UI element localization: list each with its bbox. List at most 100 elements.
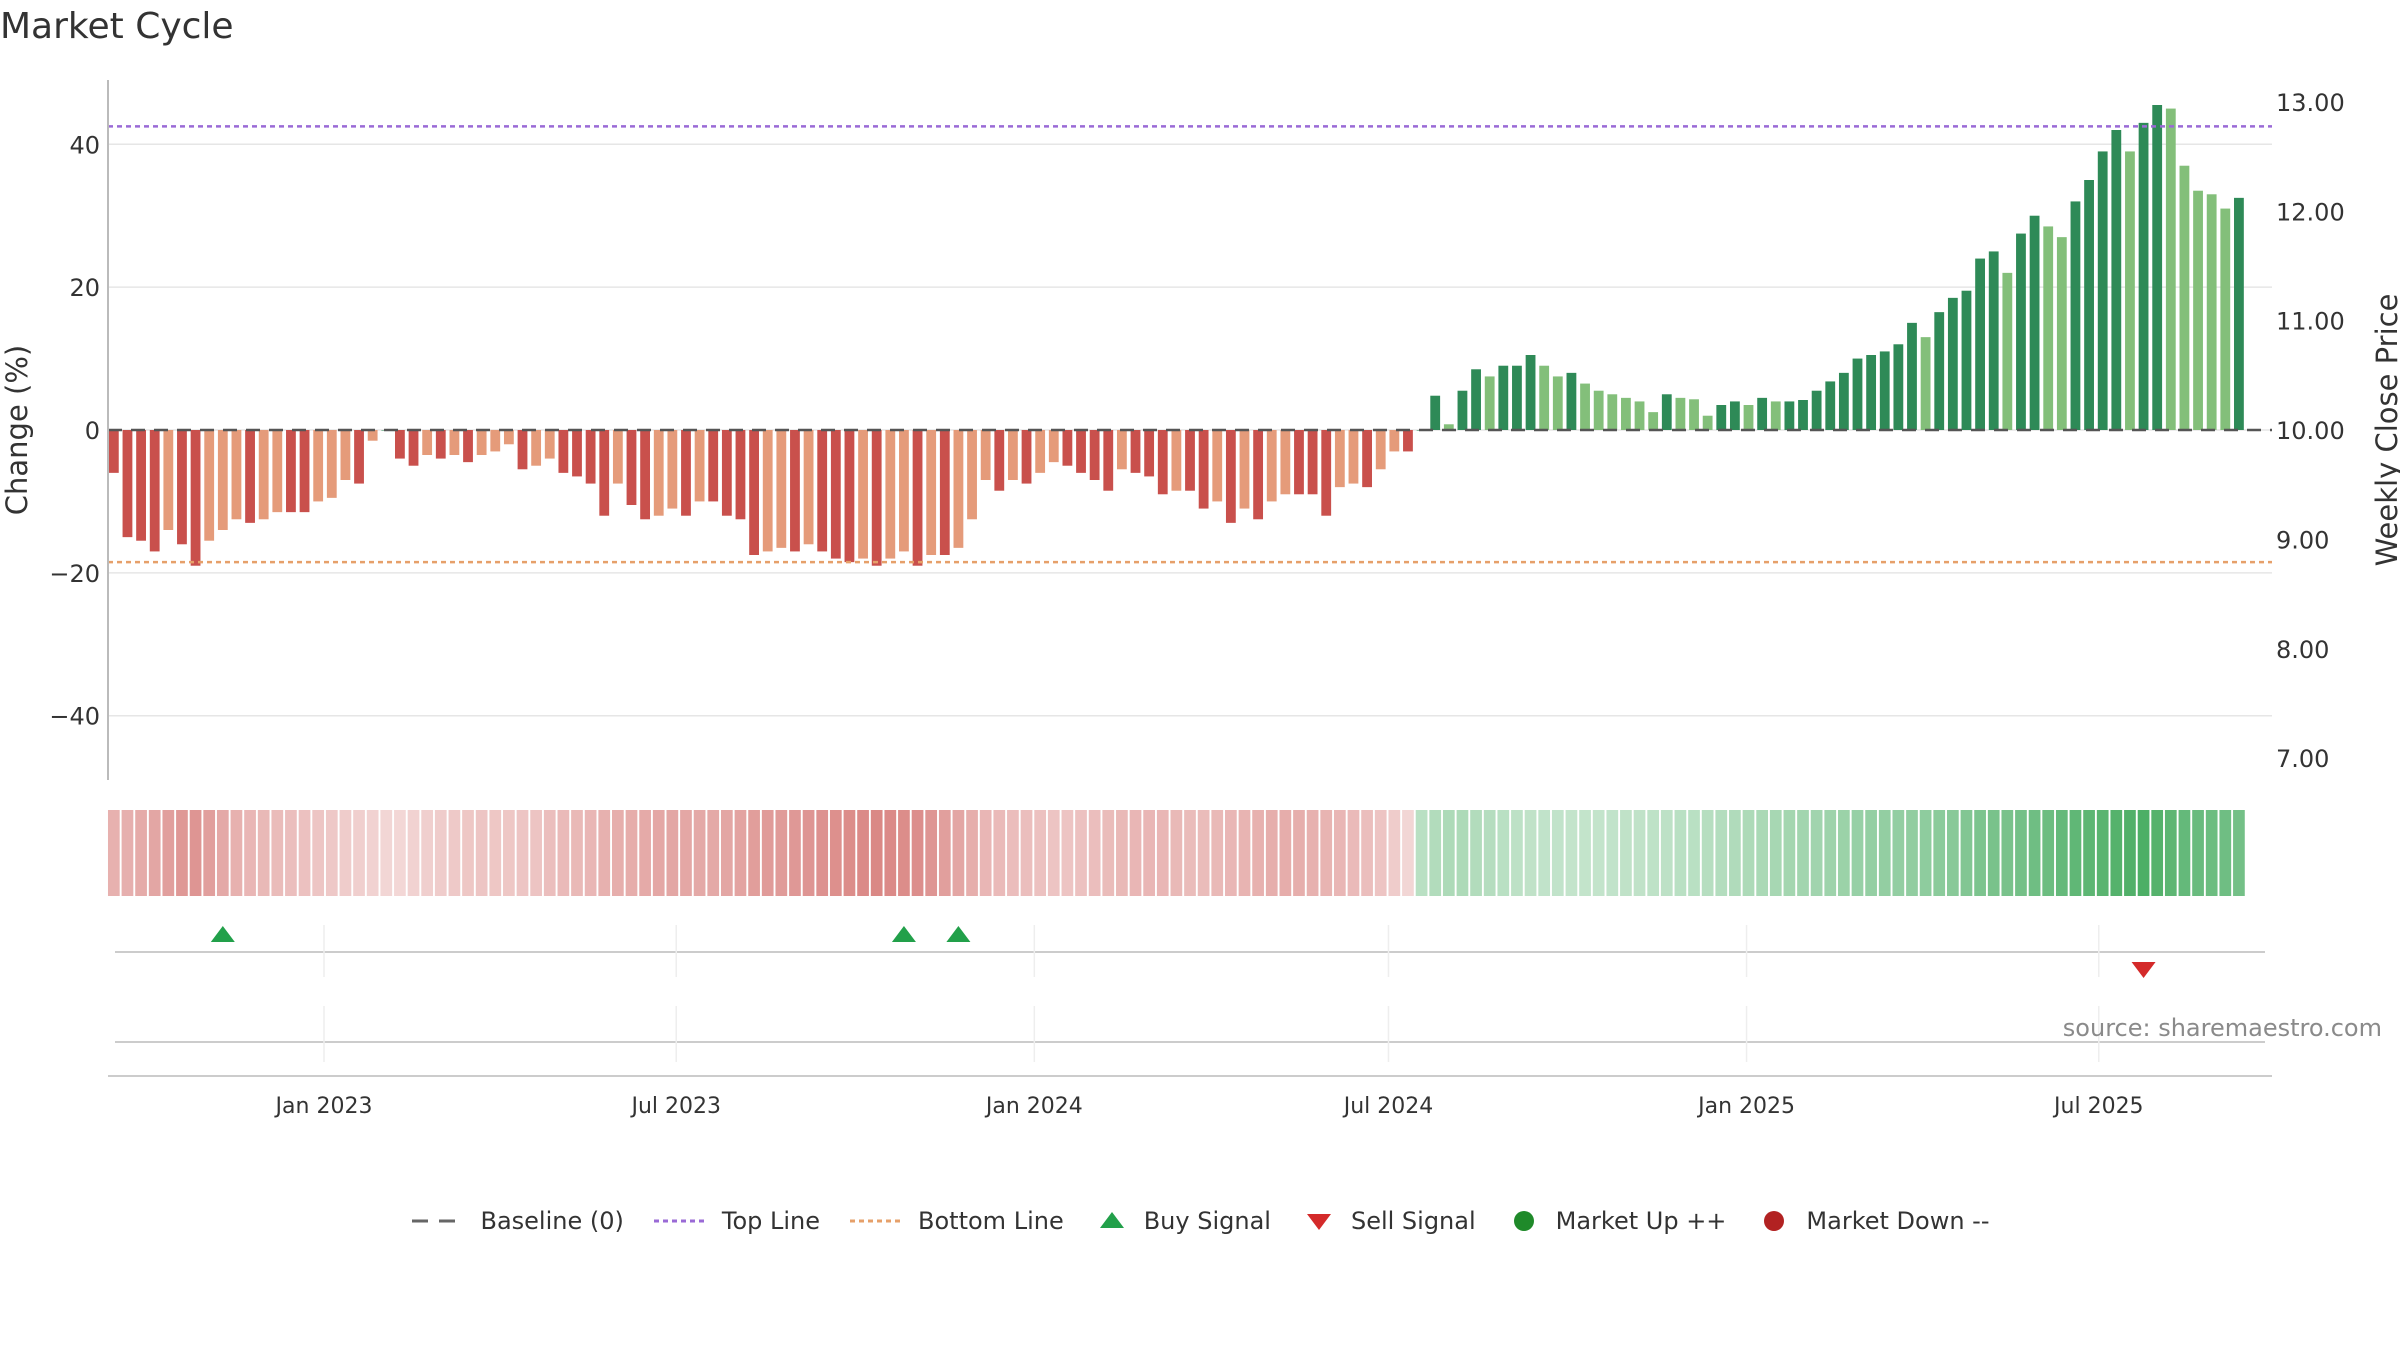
- intensity-cell: [1511, 810, 1523, 896]
- buy-signal-marker: [210, 926, 235, 942]
- intensity-cell: [1116, 810, 1128, 896]
- change-bar: [776, 430, 787, 548]
- change-bar: [1157, 430, 1168, 495]
- change-bar: [1430, 395, 1441, 430]
- change-bar: [422, 430, 433, 455]
- change-bar: [149, 430, 160, 552]
- intensity-cell: [434, 810, 447, 896]
- change-bar: [517, 430, 528, 470]
- x-tick-label: Jan 2025: [1696, 1094, 1795, 1119]
- intensity-cell: [176, 810, 188, 896]
- intensity-cell: [2042, 810, 2055, 896]
- legend-buy-signal-label: Buy Signal: [1143, 1207, 1271, 1235]
- legend-baseline-label: Baseline (0): [480, 1207, 624, 1235]
- intensity-cell: [1252, 810, 1264, 896]
- change-bar: [912, 430, 923, 566]
- intensity-cell: [271, 810, 284, 896]
- intensity-cell: [2110, 810, 2123, 896]
- intensity-cell: [1497, 810, 1510, 896]
- intensity-cell: [448, 810, 461, 896]
- intensity-cell: [1892, 810, 1905, 896]
- change-bar: [735, 430, 746, 520]
- intensity-cell: [1333, 810, 1346, 896]
- source-note: source: sharemaestro.com: [2062, 1014, 2382, 1042]
- change-bar: [1375, 430, 1386, 470]
- intensity-cell: [1660, 810, 1673, 896]
- change-bar: [762, 430, 773, 552]
- intensity-cell: [380, 810, 393, 896]
- intensity-cell: [789, 810, 801, 896]
- change-bar: [926, 430, 937, 555]
- legend-market-down: Market Down --: [1754, 1207, 1990, 1235]
- change-bar: [953, 430, 964, 548]
- intensity-cell: [1279, 810, 1292, 896]
- intensity-cell: [1974, 810, 1986, 896]
- intensity-cell: [2015, 810, 2027, 896]
- intensity-cell: [1674, 810, 1687, 896]
- change-bar: [871, 430, 882, 566]
- intensity-cell: [1933, 810, 1946, 896]
- intensity-cell: [285, 810, 297, 896]
- intensity-cell: [720, 810, 733, 896]
- change-bar: [2152, 105, 2163, 430]
- intensity-cell: [612, 810, 624, 896]
- intensity-cell: [162, 810, 175, 896]
- change-bar: [1621, 397, 1631, 430]
- legend-sell-signal-label: Sell Signal: [1350, 1207, 1476, 1235]
- change-bar: [558, 430, 569, 473]
- intensity-cell: [1388, 810, 1401, 896]
- intensity-cell: [1715, 810, 1728, 896]
- intensity-cell: [325, 810, 338, 896]
- intensity-cell: [407, 810, 420, 896]
- intensity-cell: [1429, 810, 1442, 896]
- y-axis-title-right: Weekly Close Price: [2370, 294, 2400, 567]
- intensity-cell: [979, 810, 992, 896]
- intensity-cell: [2164, 810, 2177, 896]
- intensity-cell: [925, 810, 938, 896]
- intensity-cell: [1592, 810, 1605, 896]
- intensity-cell: [543, 810, 556, 896]
- change-bar: [1212, 430, 1223, 502]
- intensity-cell: [530, 810, 542, 896]
- change-bar: [1539, 365, 1550, 430]
- change-bar: [1975, 258, 1985, 430]
- change-bar: [803, 430, 814, 545]
- change-bar: [1294, 430, 1304, 495]
- x-tick-label: Jul 2024: [1342, 1094, 1434, 1119]
- y-tick-label-left: 20: [69, 274, 100, 302]
- legend-market-down-label: Market Down --: [1806, 1207, 1990, 1235]
- change-bar: [367, 430, 378, 441]
- change-bar: [531, 430, 542, 466]
- market-up-dot-icon: [1513, 1211, 1534, 1231]
- change-bar: [1280, 430, 1291, 495]
- legend-bottom-line-label: Bottom Line: [918, 1207, 1064, 1235]
- intensity-cell: [489, 810, 502, 896]
- change-bar: [599, 430, 610, 516]
- change-bar: [476, 430, 487, 455]
- change-bar: [435, 430, 446, 459]
- intensity-cell: [1769, 810, 1782, 896]
- change-bar: [1702, 415, 1713, 430]
- change-bar: [1307, 430, 1318, 495]
- change-bar: [463, 430, 473, 463]
- change-bar: [2043, 226, 2054, 430]
- change-bar: [1784, 401, 1795, 430]
- intensity-cell: [857, 810, 869, 896]
- change-bar: [1852, 358, 1863, 430]
- change-bar: [136, 430, 146, 541]
- intensity-cell: [1238, 810, 1251, 896]
- top-line-dotted-icon: [653, 1219, 708, 1223]
- intensity-cell: [2069, 810, 2082, 896]
- change-bar: [1144, 430, 1155, 477]
- intensity-cell: [1565, 810, 1578, 896]
- market-down-dot-icon: [1764, 1211, 1785, 1231]
- x-tick-label: Jan 2023: [274, 1094, 373, 1119]
- change-bar: [2165, 108, 2176, 431]
- change-bar: [681, 430, 691, 516]
- intensity-cell: [312, 810, 325, 896]
- change-bar: [1689, 399, 1699, 430]
- intensity-cell: [2192, 810, 2204, 896]
- change-bar: [1838, 372, 1849, 430]
- change-bar: [1443, 424, 1454, 430]
- change-bar: [1076, 430, 1086, 473]
